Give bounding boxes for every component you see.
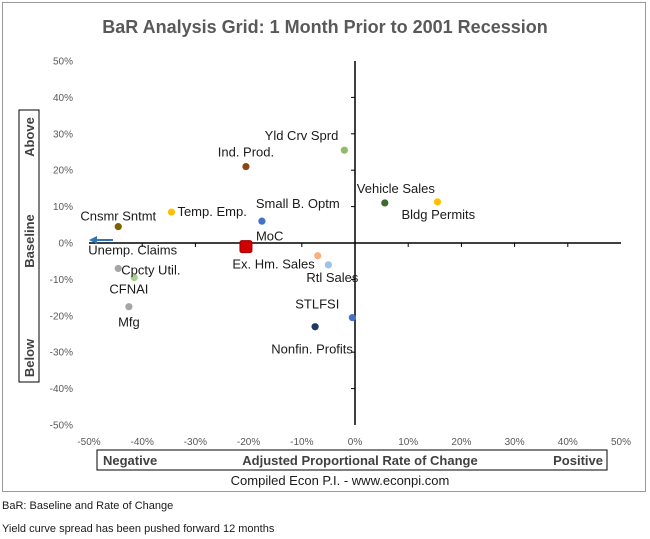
point-ex-hm-sales — [314, 252, 322, 260]
point-label-small-b-optm: Small B. Optm — [256, 196, 340, 211]
x-tick-label: 50% — [611, 437, 631, 448]
point-temp-emp — [167, 208, 176, 216]
point-label-ex-hm-sales: Ex. Hm. Sales — [232, 257, 315, 272]
chart-frame: BaR Analysis Grid: 1 Month Prior to 2001… — [2, 2, 646, 492]
point-bldg-permits — [433, 198, 442, 206]
point-label-vehicle-sales: Vehicle Sales — [357, 181, 436, 196]
x-tick-label: 10% — [398, 437, 418, 448]
point-small-b-optm — [258, 217, 266, 225]
x-axis-title: Adjusted Proportional Rate of Change — [242, 453, 477, 468]
y-axis-baseline-label: Baseline — [22, 214, 37, 267]
point-label-mfg: Mfg — [118, 315, 140, 330]
y-tick-label: -20% — [50, 311, 73, 322]
point-label-cnsmr-sntmt: Cnsmr Sntmt — [80, 209, 156, 224]
x-tick-label: 0% — [348, 437, 363, 448]
data-points: Yld Crv Sprd Ind. Prod. Vehicle Sales Bldg … — [80, 128, 475, 357]
y-tick-label: -10% — [50, 275, 73, 286]
bar-analysis-chart: BaR Analysis Grid: 1 Month Prior to 2001… — [18, 17, 631, 488]
plot-area — [89, 61, 621, 425]
point-label-nonfin-profits: Nonfin. Profits — [271, 342, 353, 357]
y-tick-label: 40% — [53, 93, 73, 104]
point-cnsmr-sntmt — [114, 223, 122, 231]
y-tick-label: -30% — [50, 348, 73, 359]
x-tick-label: -20% — [237, 437, 260, 448]
x-tick-label: 30% — [505, 437, 525, 448]
y-tick-label: 10% — [53, 202, 73, 213]
chart-title: BaR Analysis Grid: 1 Month Prior to 2001… — [102, 17, 547, 37]
point-stlfsi — [348, 314, 356, 322]
x-tick-label: -30% — [184, 437, 207, 448]
y-tick-labels: 50% 40% 30% 20% 10% 0% -10% -20% -30% -40% -50% — [50, 57, 73, 432]
y-axis-below-label: Below — [22, 338, 37, 377]
x-tick-label: -10% — [290, 437, 313, 448]
y-tick-label: 20% — [53, 166, 73, 177]
source-credit: Compiled Econ P.I. - www.econpi.com — [231, 473, 450, 488]
point-label-bldg-permits: Bldg Permits — [401, 207, 475, 222]
point-cfnai — [125, 303, 133, 311]
x-tick-label: -40% — [131, 437, 154, 448]
note-bar-definition: BaR: Baseline and Rate of Change — [2, 500, 174, 512]
point-ind-prod — [242, 162, 250, 171]
x-tick-labels: -50% -40% -30% -20% -10% 0% 10% 20% 30% 40% 50% — [77, 437, 631, 448]
y-tick-label: 0% — [59, 239, 74, 250]
point-label-cpcty-util: Cpcty Util. — [121, 263, 180, 278]
point-label-rtl-sales: Rtl Sales — [306, 270, 359, 285]
point-label-ind-prod: Ind. Prod. — [218, 145, 274, 160]
point-label-cfnai: CFNAI — [109, 282, 148, 297]
y-tick-label: -50% — [50, 421, 73, 432]
x-axis-negative-label: Negative — [103, 453, 157, 468]
point-label-temp-emp: Temp. Emp. — [177, 204, 246, 219]
y-axis-above-label: Above — [22, 117, 37, 157]
point-label-unemp-claims: Unemp. Claims — [88, 242, 177, 257]
y-axis-label-box: Above Baseline Below — [18, 109, 40, 383]
point-yld-crv-sprd — [340, 146, 348, 154]
point-moc — [239, 240, 253, 254]
x-tick-label: 40% — [558, 437, 578, 448]
y-tick-label: 50% — [53, 57, 73, 68]
note-yield-curve: Yield curve spread has been pushed forwa… — [2, 523, 275, 535]
point-cpcty-util — [130, 273, 138, 282]
x-tick-label: 20% — [451, 437, 471, 448]
point-label-stlfsi: STLFSI — [295, 297, 339, 312]
x-axis-positive-label: Positive — [553, 453, 603, 468]
point-label-yld-crv-sprd: Yld Crv Sprd — [265, 128, 339, 143]
left-arrow-icon — [89, 236, 97, 244]
point-rtl-sales — [324, 261, 332, 269]
point-label-moc: MoC — [256, 229, 283, 244]
y-tick-label: 30% — [53, 129, 73, 140]
point-nonfin-profits — [311, 323, 319, 331]
y-tick-label: -40% — [50, 384, 73, 395]
point-unemp-claims — [114, 264, 122, 273]
x-axis-label-box: Negative Adjusted Proportional Rate of C… — [96, 449, 608, 471]
x-tick-label: -50% — [77, 437, 100, 448]
point-vehicle-sales — [381, 199, 389, 207]
